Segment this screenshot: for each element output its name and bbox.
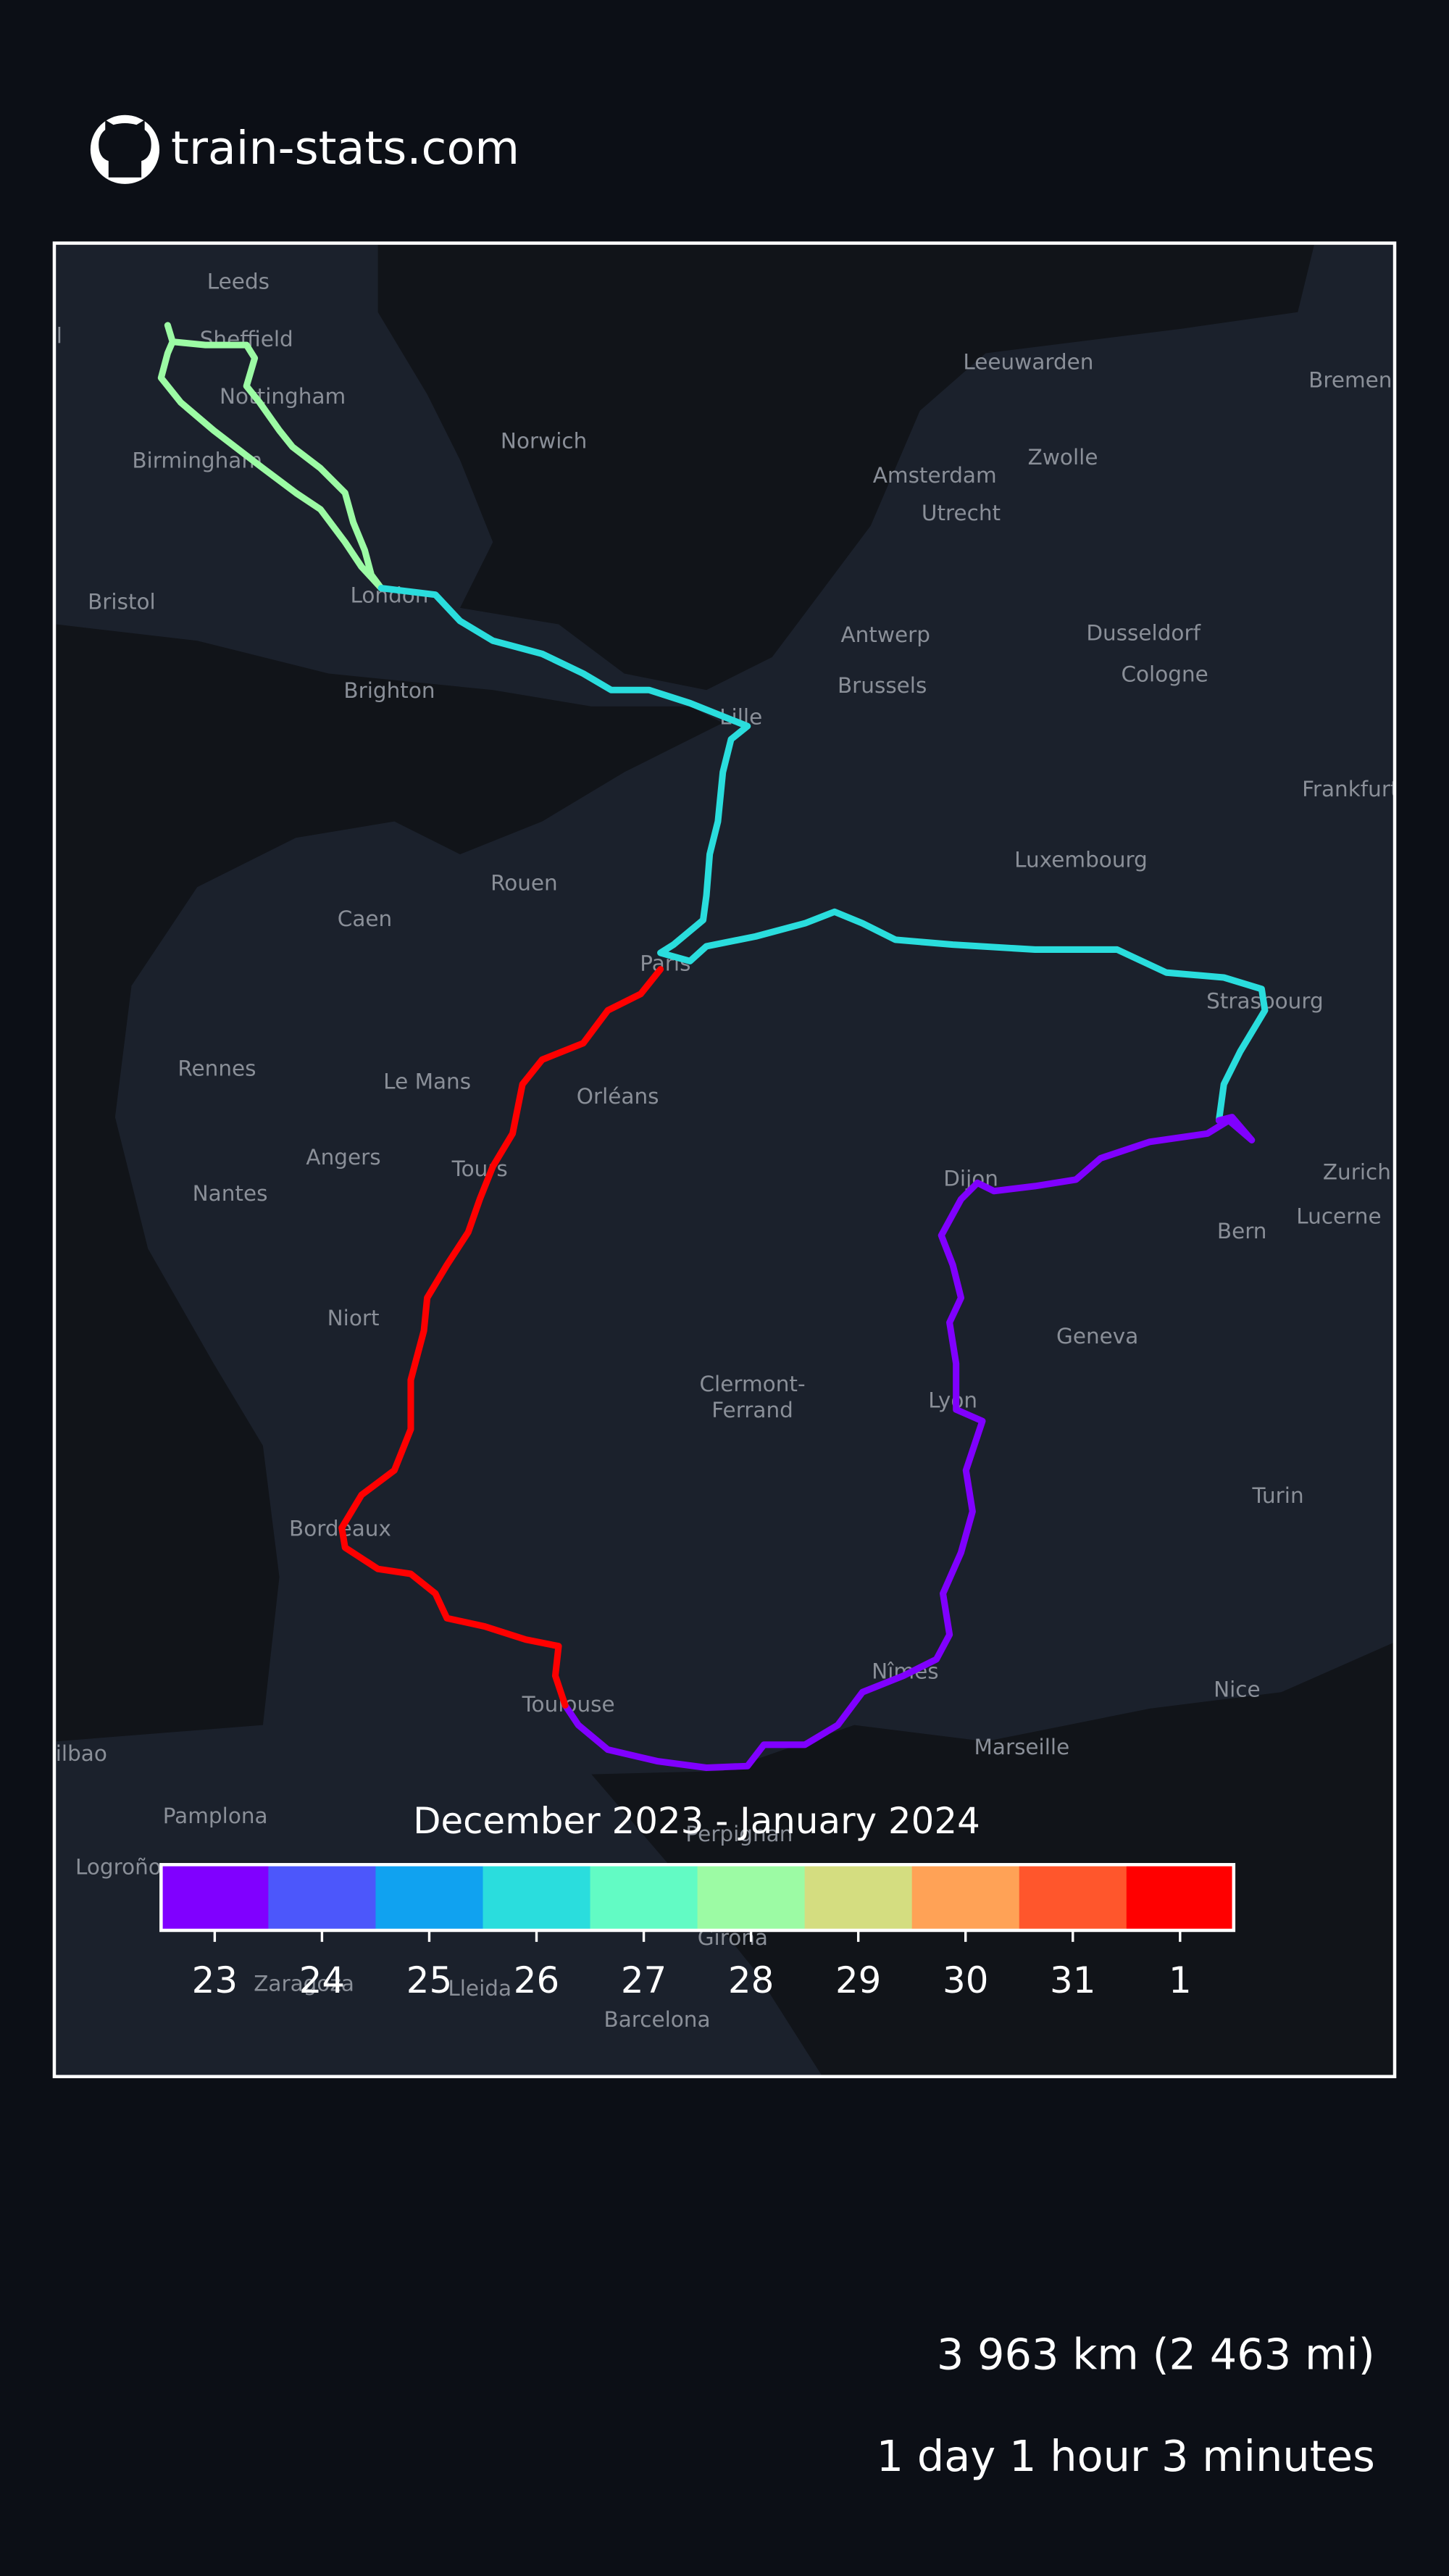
duration: 1 day 1 hour 3 minutes bbox=[877, 2431, 1375, 2481]
city-label: Niort bbox=[327, 1306, 380, 1330]
github-mark bbox=[99, 120, 151, 178]
city-label: Ferrand bbox=[711, 1398, 793, 1422]
route bbox=[338, 966, 664, 1709]
city-label: Lucerne bbox=[1296, 1204, 1381, 1229]
city-label: Marseille bbox=[974, 1735, 1069, 1759]
city-label: Frankfurt bbox=[1302, 777, 1398, 801]
colorbar-segment bbox=[1019, 1864, 1127, 1930]
city-label: Clermont- bbox=[699, 1372, 805, 1396]
city-label: Barcelona bbox=[604, 2007, 711, 2032]
city-label: Pamplona bbox=[163, 1804, 268, 1828]
colorbar-label: 27 bbox=[621, 1959, 667, 2001]
colorbar-label: 25 bbox=[406, 1959, 452, 2001]
colorbar-segment bbox=[590, 1864, 698, 1930]
colorbar-label: 1 bbox=[1169, 1959, 1192, 2001]
route bbox=[157, 322, 385, 592]
city-label: Le Mans bbox=[383, 1070, 471, 1094]
city-label: Lleida bbox=[448, 1976, 511, 2001]
map-frame bbox=[52, 241, 1397, 2079]
colorbar-segment bbox=[268, 1864, 377, 1930]
city-label: Nantes bbox=[193, 1181, 268, 1206]
colorbar-segment bbox=[483, 1864, 591, 1930]
city-label: Cologne bbox=[1121, 662, 1208, 686]
city-label: Caen bbox=[338, 906, 392, 931]
city-label: Rennes bbox=[178, 1056, 256, 1080]
city-label: Zaragoza bbox=[254, 1971, 354, 1996]
city-label: Angers bbox=[306, 1145, 380, 1170]
atlantic bbox=[56, 624, 723, 1742]
city-label: Brussels bbox=[838, 673, 927, 698]
city-label: Zwolle bbox=[1028, 445, 1098, 470]
colorbar-segment bbox=[697, 1864, 806, 1930]
city-label: Bern bbox=[1217, 1219, 1267, 1243]
city-label: Perpignan bbox=[685, 1822, 793, 1846]
city-label: Nice bbox=[1214, 1677, 1261, 1701]
colorbar-segment bbox=[804, 1864, 913, 1930]
city-label: Leeuwarden bbox=[963, 350, 1093, 375]
site-name[interactable]: train-stats.com bbox=[171, 121, 519, 175]
logo: train-stats.com bbox=[90, 114, 519, 184]
colorbar-label: 29 bbox=[835, 1959, 881, 2001]
colorbar-label: 24 bbox=[299, 1959, 345, 2001]
colorbar-label: 28 bbox=[728, 1959, 774, 2001]
city-label: Luxembourg bbox=[1014, 848, 1148, 872]
colorbar-frame bbox=[159, 1863, 1236, 1933]
north-sea bbox=[377, 244, 1314, 691]
colorbar-label: 31 bbox=[1050, 1959, 1095, 2001]
city-label: Utrecht bbox=[922, 501, 1001, 525]
city-label: Turin bbox=[1251, 1483, 1303, 1508]
city-label: Leeds bbox=[207, 269, 270, 293]
colorbar-label: 23 bbox=[192, 1959, 238, 2001]
map: LeedsLiverpoolSheffieldNottinghamBirming… bbox=[0, 244, 1398, 2075]
colorbar-label: 30 bbox=[943, 1959, 988, 2001]
city-label: Amsterdam bbox=[873, 463, 997, 488]
colorbar-title: December 2023 - January 2024 bbox=[413, 1800, 980, 1842]
colorbar-segment bbox=[911, 1864, 1020, 1930]
colorbar-label: 26 bbox=[514, 1959, 559, 2001]
route bbox=[561, 1114, 1256, 1772]
city-label: Nottingham bbox=[220, 384, 346, 409]
colorbar: 23 24 25 26 27 28 29 30 31 1 bbox=[159, 1863, 1236, 2001]
city-label: Logroño bbox=[75, 1854, 162, 1879]
mediterranean bbox=[591, 1643, 1393, 2075]
city-label: Bilbao bbox=[41, 1741, 107, 1766]
colorbar-segment bbox=[1126, 1864, 1235, 1930]
distance: 3 963 km (2 463 mi) bbox=[937, 2330, 1375, 2380]
route bbox=[377, 585, 1269, 1124]
city-label: Orléans bbox=[577, 1084, 659, 1109]
city-label: Rouen bbox=[490, 870, 558, 895]
city-label: Antwerp bbox=[840, 622, 930, 647]
city-label: Dusseldorf bbox=[1086, 621, 1200, 646]
city-label: Zurich bbox=[1323, 1159, 1391, 1184]
city-label: Geneva bbox=[1056, 1324, 1138, 1349]
colorbar-segment bbox=[161, 1864, 270, 1930]
city-label: Norwich bbox=[501, 428, 587, 453]
colorbar-segment bbox=[375, 1864, 484, 1930]
city-label: Bremen bbox=[1308, 367, 1392, 392]
city-label: Brighton bbox=[343, 678, 435, 703]
city-label: Liverpool bbox=[0, 323, 62, 348]
city-label: Bristol bbox=[88, 590, 156, 614]
